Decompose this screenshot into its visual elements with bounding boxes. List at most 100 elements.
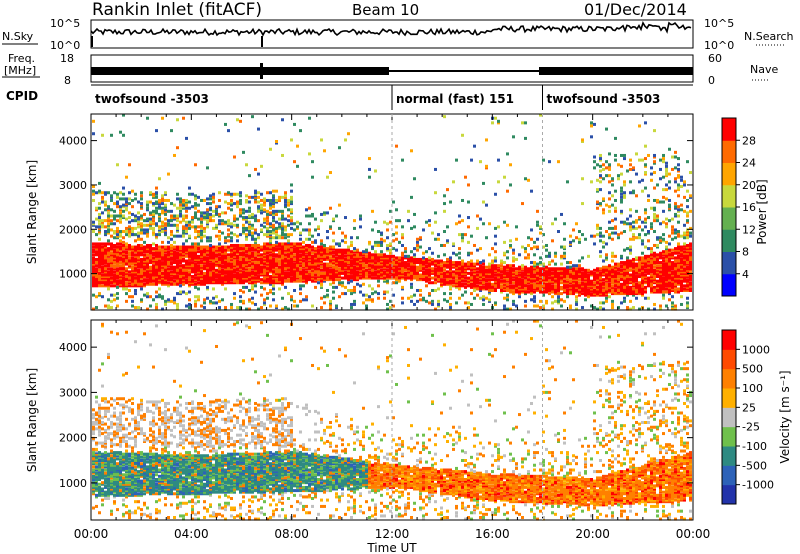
data-cell <box>128 248 131 252</box>
data-cell <box>95 282 98 286</box>
data-cell <box>272 259 275 263</box>
data-cell <box>101 250 104 254</box>
data-cell <box>560 254 563 258</box>
data-cell <box>620 186 623 190</box>
data-cell <box>341 264 344 268</box>
data-cell <box>308 243 311 247</box>
data-cell <box>545 275 548 279</box>
data-cell <box>299 270 302 274</box>
data-cell <box>326 278 329 282</box>
data-cell <box>101 251 104 255</box>
data-cell <box>281 271 284 275</box>
data-cell <box>422 265 425 269</box>
data-cell <box>515 273 518 277</box>
data-cell <box>401 256 404 260</box>
data-cell <box>623 230 626 234</box>
data-cell <box>122 251 125 255</box>
data-cell <box>152 248 155 252</box>
data-cell <box>326 248 329 252</box>
data-cell <box>140 264 143 268</box>
data-cell <box>605 276 608 280</box>
data-cell <box>173 247 176 251</box>
data-cell <box>194 247 197 251</box>
data-cell <box>95 306 98 310</box>
data-cell <box>308 265 311 269</box>
data-cell <box>620 172 623 176</box>
data-cell <box>392 247 395 251</box>
data-cell <box>359 268 362 272</box>
data-cell <box>455 271 458 275</box>
data-cell <box>242 250 245 254</box>
data-cell <box>104 264 107 268</box>
data-cell <box>350 243 353 247</box>
data-cell <box>104 191 107 195</box>
data-cell <box>536 282 539 286</box>
data-cell <box>557 295 560 299</box>
data-cell <box>542 287 545 291</box>
data-cell <box>122 214 125 218</box>
data-cell <box>452 276 455 280</box>
data-cell <box>206 268 209 272</box>
data-cell <box>116 281 119 285</box>
data-cell <box>140 248 143 252</box>
data-cell <box>473 268 476 272</box>
data-cell <box>215 223 218 227</box>
data-cell <box>533 285 536 289</box>
data-cell <box>509 275 512 279</box>
data-cell <box>173 267 176 271</box>
data-cell <box>143 293 146 297</box>
data-cell <box>440 259 443 263</box>
data-cell <box>287 271 290 275</box>
data-cell <box>311 264 314 268</box>
data-cell <box>239 267 242 271</box>
data-cell <box>548 292 551 296</box>
data-cell <box>329 250 332 254</box>
data-cell <box>533 273 536 277</box>
data-cell <box>305 265 308 269</box>
data-cell <box>230 202 233 206</box>
data-cell <box>437 273 440 277</box>
data-cell <box>623 195 626 199</box>
data-cell <box>95 279 98 283</box>
data-cell <box>350 250 353 254</box>
data-cell <box>614 206 617 210</box>
data-cell <box>278 262 281 266</box>
data-cell <box>608 163 611 167</box>
data-cell <box>194 214 197 218</box>
data-cell <box>215 301 218 305</box>
data-cell <box>254 167 257 171</box>
data-cell <box>227 265 230 269</box>
data-cell <box>449 268 452 272</box>
data-cell <box>545 290 548 294</box>
data-cell <box>311 175 314 179</box>
data-cell <box>353 265 356 269</box>
data-cell <box>122 262 125 266</box>
data-cell <box>290 233 293 237</box>
data-cell <box>173 153 176 157</box>
data-cell <box>128 251 131 255</box>
data-cell <box>233 155 236 159</box>
data-cell <box>626 276 629 280</box>
data-cell <box>296 225 299 229</box>
data-cell <box>380 242 383 246</box>
data-cell <box>566 282 569 286</box>
data-cell <box>206 225 209 229</box>
data-cell <box>470 268 473 272</box>
data-cell <box>254 265 257 269</box>
data-cell <box>623 276 626 280</box>
data-cell <box>95 259 98 263</box>
data-cell <box>221 222 224 226</box>
data-cell <box>269 288 272 292</box>
data-cell <box>386 243 389 247</box>
data-cell <box>386 254 389 258</box>
data-cell <box>128 220 131 224</box>
data-cell <box>128 275 131 279</box>
data-cell <box>599 279 602 283</box>
data-cell <box>599 301 602 305</box>
data-cell <box>614 198 617 202</box>
data-cell <box>146 271 149 275</box>
data-cell <box>512 285 515 289</box>
data-cell <box>242 230 245 234</box>
data-cell <box>98 242 101 246</box>
data-cell <box>200 265 203 269</box>
